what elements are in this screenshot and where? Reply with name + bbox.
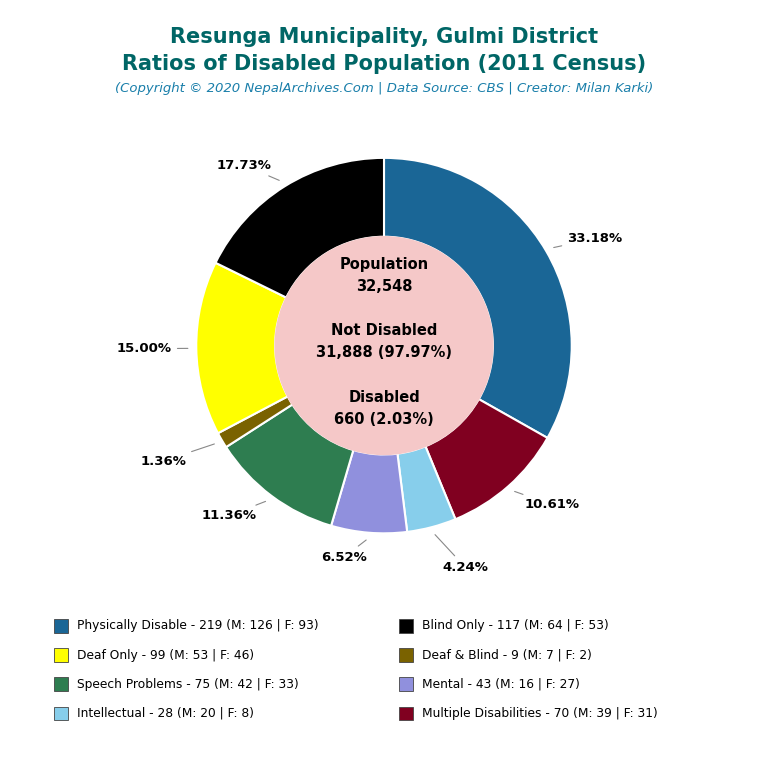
Wedge shape: [331, 450, 407, 533]
Text: Blind Only - 117 (M: 64 | F: 53): Blind Only - 117 (M: 64 | F: 53): [422, 620, 609, 632]
Text: 1.36%: 1.36%: [141, 444, 214, 468]
Wedge shape: [226, 405, 353, 526]
Wedge shape: [384, 158, 571, 438]
Wedge shape: [398, 446, 455, 532]
Text: 11.36%: 11.36%: [202, 502, 266, 522]
Text: Ratios of Disabled Population (2011 Census): Ratios of Disabled Population (2011 Cens…: [122, 54, 646, 74]
Text: 6.52%: 6.52%: [321, 540, 367, 564]
Text: Deaf Only - 99 (M: 53 | F: 46): Deaf Only - 99 (M: 53 | F: 46): [77, 649, 254, 661]
Wedge shape: [197, 263, 288, 433]
Text: Resunga Municipality, Gulmi District: Resunga Municipality, Gulmi District: [170, 27, 598, 47]
Text: 10.61%: 10.61%: [515, 492, 579, 511]
Text: Physically Disable - 219 (M: 126 | F: 93): Physically Disable - 219 (M: 126 | F: 93…: [77, 620, 319, 632]
Text: Multiple Disabilities - 70 (M: 39 | F: 31): Multiple Disabilities - 70 (M: 39 | F: 3…: [422, 707, 658, 720]
Text: 33.18%: 33.18%: [554, 232, 622, 247]
Text: 17.73%: 17.73%: [217, 159, 280, 180]
Wedge shape: [216, 158, 384, 297]
Text: (Copyright © 2020 NepalArchives.Com | Data Source: CBS | Creator: Milan Karki): (Copyright © 2020 NepalArchives.Com | Da…: [115, 82, 653, 95]
Text: Speech Problems - 75 (M: 42 | F: 33): Speech Problems - 75 (M: 42 | F: 33): [77, 678, 299, 690]
Text: 4.24%: 4.24%: [435, 535, 488, 574]
Wedge shape: [425, 399, 548, 519]
Text: Deaf & Blind - 9 (M: 7 | F: 2): Deaf & Blind - 9 (M: 7 | F: 2): [422, 649, 592, 661]
Text: Mental - 43 (M: 16 | F: 27): Mental - 43 (M: 16 | F: 27): [422, 678, 581, 690]
Text: Intellectual - 28 (M: 20 | F: 8): Intellectual - 28 (M: 20 | F: 8): [77, 707, 253, 720]
Text: Population
32,548

Not Disabled
31,888 (97.97%)

Disabled
660 (2.03%): Population 32,548 Not Disabled 31,888 (9…: [316, 257, 452, 427]
Wedge shape: [218, 396, 293, 447]
Text: 15.00%: 15.00%: [117, 342, 188, 355]
Circle shape: [275, 237, 493, 455]
